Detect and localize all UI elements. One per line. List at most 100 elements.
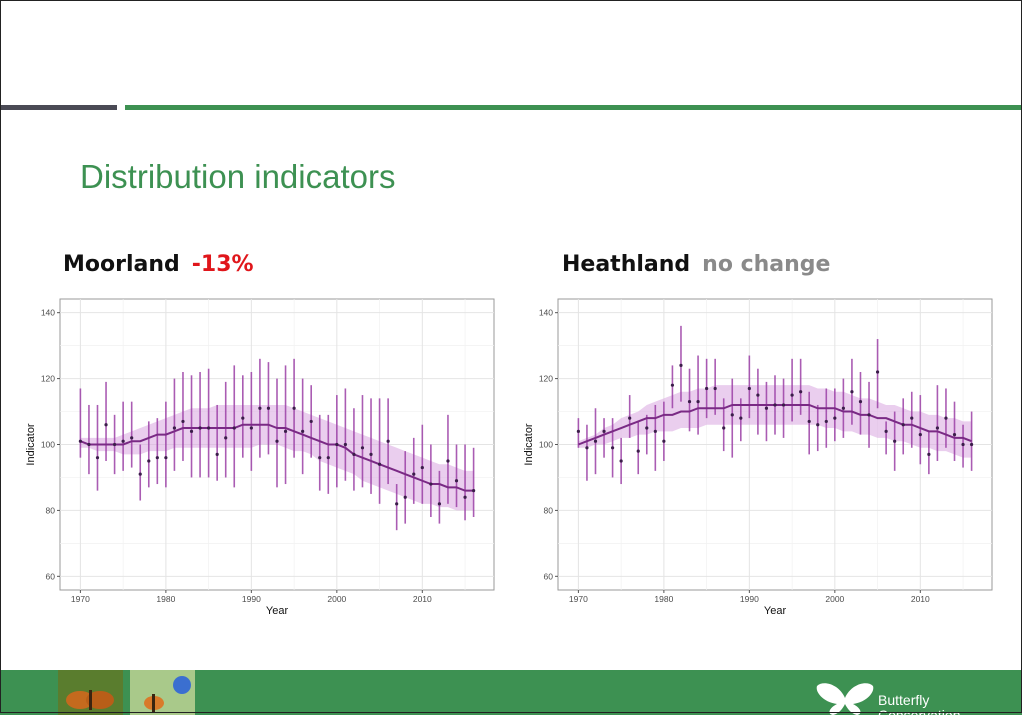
data-point — [816, 423, 820, 427]
y-tick-label: 80 — [46, 505, 56, 515]
data-point — [628, 416, 632, 420]
data-point — [147, 459, 151, 463]
y-tick-label: 100 — [539, 440, 553, 450]
data-point — [198, 426, 202, 430]
data-point — [841, 406, 845, 410]
data-point — [138, 472, 142, 476]
data-point — [301, 429, 305, 433]
data-point — [722, 426, 726, 430]
x-tick-label: 1970 — [569, 594, 588, 604]
data-point — [224, 436, 228, 440]
data-point — [241, 416, 245, 420]
data-point — [619, 459, 623, 463]
data-point — [653, 429, 657, 433]
data-point — [636, 449, 640, 453]
data-point — [602, 429, 606, 433]
data-point — [318, 456, 322, 460]
data-point — [283, 429, 288, 433]
x-tick-label: 1990 — [740, 594, 759, 604]
data-point — [412, 472, 416, 476]
y-tick-label: 80 — [544, 505, 554, 515]
data-point — [249, 426, 253, 430]
confidence-ribbon — [80, 404, 474, 511]
data-point — [95, 456, 100, 460]
data-point — [275, 439, 279, 443]
data-point — [833, 416, 837, 420]
panel-name: Moorland — [63, 252, 180, 277]
data-point — [454, 479, 459, 483]
panel-title-heathland: Heathland no change — [562, 252, 830, 277]
data-point — [944, 416, 948, 420]
data-point — [463, 495, 467, 499]
data-point — [112, 442, 117, 447]
butterfly-flower-photo — [130, 670, 195, 715]
data-point — [386, 439, 390, 443]
data-point — [121, 439, 125, 443]
data-point — [369, 452, 373, 456]
data-point — [377, 462, 382, 466]
data-point — [343, 442, 347, 447]
logo-line2: Conservation — [878, 707, 961, 723]
y-tick-label: 60 — [46, 571, 56, 581]
data-point — [893, 439, 897, 443]
data-point — [850, 390, 854, 394]
logo-text: Butterfly Conservation — [878, 693, 961, 723]
header-rule-dark — [0, 105, 117, 110]
x-axis-label: Year — [266, 605, 289, 615]
data-point — [961, 442, 965, 447]
data-point — [585, 446, 589, 450]
data-point — [395, 502, 399, 506]
data-point — [781, 403, 786, 407]
data-point — [326, 456, 330, 460]
data-point — [807, 419, 811, 424]
data-point — [935, 426, 940, 430]
x-tick-label: 2000 — [825, 594, 844, 604]
data-point — [576, 429, 580, 433]
data-point — [403, 495, 407, 499]
data-point — [927, 452, 931, 456]
data-point — [952, 433, 957, 437]
x-axis-label: Year — [764, 605, 787, 615]
data-point — [215, 452, 219, 456]
data-point — [610, 446, 615, 450]
data-point — [910, 416, 914, 420]
chart-moorland: 60 80 100 120 140 1970 1980 1990 2000 2010 Year Ind… — [25, 298, 495, 615]
data-point — [360, 446, 365, 450]
y-tick-label: 120 — [41, 374, 55, 384]
data-point — [130, 436, 134, 440]
data-point — [970, 442, 974, 447]
data-point — [309, 419, 313, 424]
trend-line — [80, 423, 474, 492]
data-point — [713, 386, 717, 391]
data-point — [884, 429, 888, 433]
slide-title: Distribution indicators — [80, 158, 396, 195]
data-point — [292, 406, 296, 410]
data-point — [824, 419, 828, 424]
x-tick-label: 2010 — [911, 594, 930, 604]
panel-title-moorland: Moorland -13% — [63, 252, 254, 277]
y-tick-label: 140 — [41, 308, 55, 318]
data-point — [696, 400, 700, 404]
data-point — [437, 502, 442, 506]
data-point — [756, 393, 760, 397]
y-tick-label: 60 — [544, 571, 554, 581]
y-tick-label: 100 — [41, 440, 55, 450]
data-point — [739, 416, 743, 420]
panel-change: -13% — [191, 252, 254, 277]
data-point — [901, 423, 905, 427]
data-point — [799, 390, 803, 394]
x-tick-label: 2000 — [327, 594, 346, 604]
data-point — [429, 482, 433, 486]
butterfly-logo-icon — [816, 683, 874, 715]
x-tick-label: 2010 — [413, 594, 432, 604]
data-point — [335, 442, 339, 447]
panel-name: Heathland — [562, 252, 691, 277]
data-point — [189, 429, 194, 433]
x-tick-label: 1990 — [242, 594, 261, 604]
y-tick-label: 120 — [539, 374, 553, 384]
data-point — [662, 439, 666, 443]
data-point — [104, 423, 108, 427]
chart-heathland: 60 80 100 120 140 1970 1980 1990 2000 2010 Year Ind… — [523, 298, 993, 615]
data-point — [172, 426, 177, 430]
data-point — [266, 406, 271, 410]
